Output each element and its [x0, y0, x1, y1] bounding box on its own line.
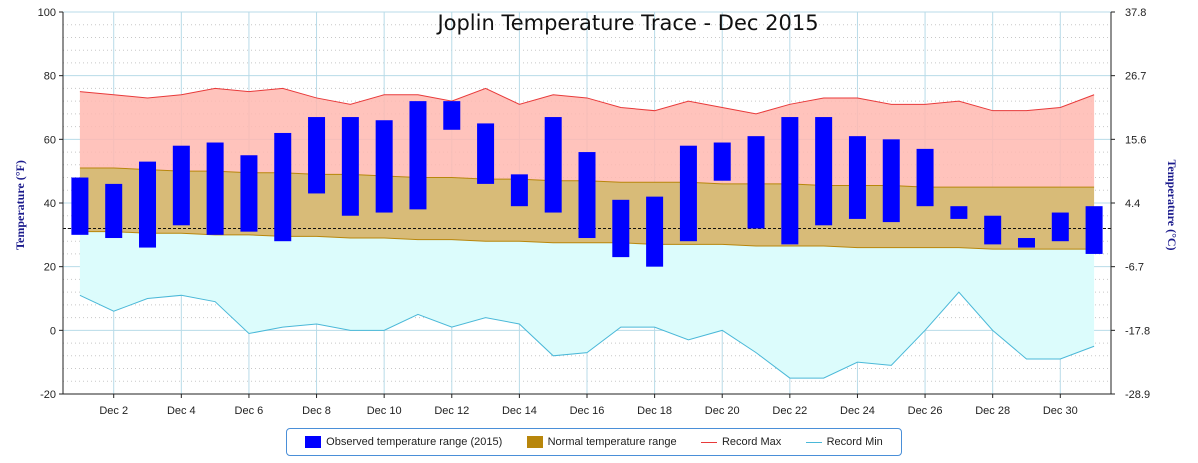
x-tick-label: Dec 24 — [840, 405, 875, 417]
observed-bar — [274, 132, 292, 242]
x-tick-label: Dec 2 — [99, 405, 128, 417]
observed-bar — [139, 161, 157, 248]
y-right-tick-label: 37.8 — [1125, 7, 1146, 19]
observed-bar — [848, 136, 866, 219]
observed-bar — [206, 142, 224, 235]
legend-swatch-normal — [526, 436, 543, 448]
x-tick-label: Dec 6 — [235, 405, 264, 417]
y-tick-label: 80 — [44, 71, 56, 83]
legend-label-record-min: Record Min — [826, 436, 883, 448]
y-tick-label: 100 — [38, 7, 56, 19]
observed-bar — [646, 196, 664, 267]
observed-bar — [544, 117, 562, 213]
y-right-tick-label: 26.7 — [1125, 71, 1146, 83]
y-axis-label-right: Temperature (°C) — [1165, 159, 1179, 250]
y-tick-label: 20 — [44, 262, 56, 274]
record-max-line — [79, 87, 1095, 115]
x-tick-label: Dec 20 — [705, 405, 740, 417]
observed-bar — [1051, 212, 1069, 242]
axes: -20 0 20 40 60 80 100 -28.9 -17.8 -6.7 4.4 15.6 26.7… — [38, 7, 1150, 417]
legend-swatch-observed — [305, 436, 322, 448]
legend-swatch-record-min — [805, 441, 822, 443]
x-tick-label: Dec 4 — [167, 405, 196, 417]
legend-label-normal: Normal temperature range — [547, 436, 677, 448]
x-tick-label: Dec 18 — [637, 405, 672, 417]
x-tick-label: Dec 14 — [502, 405, 537, 417]
observed-bar — [679, 145, 697, 242]
observed-bar — [950, 206, 968, 219]
x-tick-label: Dec 16 — [570, 405, 605, 417]
y-tick-label: 60 — [44, 134, 56, 146]
legend: Observed temperature range (2015) Normal… — [286, 428, 902, 456]
legend-label-observed: Observed temperature range (2015) — [326, 436, 503, 448]
observed-bar — [747, 136, 765, 229]
record-min-band — [79, 231, 1095, 379]
observed-bar — [477, 123, 495, 184]
y-right-tick-label: 15.6 — [1125, 134, 1146, 146]
x-tick-label: Dec 26 — [908, 405, 943, 417]
observed-bar — [341, 117, 359, 216]
legend-item-record-min[interactable]: Record Min — [805, 436, 883, 448]
observed-bar — [713, 142, 731, 181]
legend-item-record-max[interactable]: Record Max — [700, 436, 782, 448]
x-tick-label: Dec 28 — [975, 405, 1010, 417]
observed-bar — [443, 101, 461, 130]
observed-bar — [916, 148, 934, 207]
y-tick-label: 0 — [50, 325, 56, 337]
observed-bar — [172, 145, 190, 226]
observed-bar — [308, 117, 326, 194]
x-tick-label: Dec 8 — [302, 405, 331, 417]
y-right-tick-label: -28.9 — [1125, 389, 1150, 401]
legend-item-observed[interactable]: Observed temperature range (2015) — [305, 436, 502, 448]
chart-title: Joplin Temperature Trace - Dec 2015 — [435, 11, 818, 35]
y-right-tick-label: 4.4 — [1125, 198, 1140, 210]
record-min-line — [79, 291, 1095, 379]
observed-bar — [409, 101, 427, 210]
x-tick-label: Dec 22 — [772, 405, 807, 417]
observed-bar — [105, 183, 123, 239]
observed-bar — [510, 174, 528, 207]
x-tick-label: Dec 10 — [367, 405, 402, 417]
legend-item-normal[interactable]: Normal temperature range — [526, 436, 677, 448]
observed-bar — [240, 155, 258, 232]
y-tick-label: -20 — [40, 389, 56, 401]
observed-bar — [375, 120, 393, 213]
observed-bar — [882, 139, 900, 223]
record-max-band — [79, 88, 1095, 188]
y-right-tick-label: -17.8 — [1125, 325, 1150, 337]
observed-bar — [578, 152, 596, 239]
observed-bar — [1017, 238, 1035, 248]
y-axis-label-left: Temperature (°F) — [13, 160, 27, 250]
observed-bars — [71, 101, 1103, 267]
x-tick-label: Dec 12 — [434, 405, 469, 417]
observed-bar — [71, 177, 89, 235]
y-right-tick-label: -6.7 — [1125, 262, 1144, 274]
observed-bar — [815, 117, 833, 226]
legend-label-record-max: Record Max — [721, 436, 782, 448]
observed-bar — [1085, 206, 1103, 254]
x-tick-label: Dec 30 — [1043, 405, 1078, 417]
observed-bar — [984, 215, 1002, 245]
observed-bar — [781, 117, 799, 245]
y-tick-label: 40 — [44, 198, 56, 210]
legend-swatch-record-max — [700, 441, 717, 443]
observed-bar — [612, 199, 630, 258]
normal-low-line — [79, 231, 1095, 250]
